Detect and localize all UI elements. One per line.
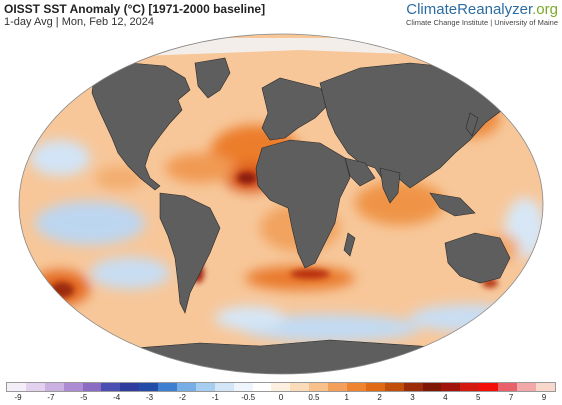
colorbar-swatch xyxy=(101,383,121,391)
sst-anomaly-map xyxy=(18,33,544,375)
colorbar-tick-label: 5 xyxy=(476,393,481,402)
colorbar-swatch xyxy=(403,383,423,391)
colorbar-swatch xyxy=(441,383,461,391)
land-south-america xyxy=(159,192,221,314)
colorbar-swatch xyxy=(365,383,385,391)
page-title: OISST SST Anomaly (°C) [1971-2000 baseli… xyxy=(4,2,266,16)
colorbar-swatch xyxy=(233,383,253,391)
colorbar-swatch xyxy=(384,383,404,391)
colorbar-swatch xyxy=(25,383,45,391)
page-subtitle: 1-day Avg | Mon, Feb 12, 2024 xyxy=(4,16,155,28)
land-madagascar xyxy=(343,232,356,257)
colorbar-swatch xyxy=(158,383,178,391)
land-north-america xyxy=(91,62,191,191)
colorbar-swatch xyxy=(271,383,291,391)
colorbar-swatch xyxy=(120,383,140,391)
brand-name: ClimateReanalyzer.org xyxy=(406,1,558,18)
land-australia xyxy=(444,232,511,284)
colorbar-legend: -9 -7 -5 -4 -3 -2 -1 -0.5 0 0.5 1 2 3 4 5 7 9 xyxy=(6,382,556,404)
colorbar-swatch xyxy=(44,383,64,391)
land-india xyxy=(379,167,401,204)
land-japan xyxy=(465,112,479,137)
land-arabia xyxy=(344,157,376,187)
colorbar-swatch xyxy=(7,383,26,391)
brand-institution: Climate Change Institute | University of… xyxy=(405,18,558,27)
colorbar-tick-label: -1 xyxy=(211,393,219,402)
land-europe xyxy=(261,77,331,141)
colorbar-swatch xyxy=(177,383,196,391)
colorbar-tick-label: 3 xyxy=(410,393,415,402)
colorbar-swatch xyxy=(252,383,272,391)
land-se-asia xyxy=(429,192,476,217)
colorbar-tick-label: -7 xyxy=(47,393,55,402)
colorbar-tick-label: 0.5 xyxy=(308,393,320,402)
colorbar-tick-label: -0.5 xyxy=(241,393,256,402)
colorbar-swatch xyxy=(63,383,83,391)
colorbar xyxy=(6,382,556,392)
colorbar-swatch xyxy=(82,383,102,391)
colorbar-swatch xyxy=(139,383,159,391)
colorbar-tick-label: 9 xyxy=(541,393,547,402)
colorbar-swatch xyxy=(290,383,310,391)
land-new-zealand xyxy=(514,287,529,309)
brand-name-tld: .org xyxy=(532,1,558,18)
colorbar-swatch xyxy=(498,383,518,391)
globe-outline xyxy=(18,33,544,375)
colorbar-tick-label: -9 xyxy=(14,393,22,402)
colorbar-tick-label: 0 xyxy=(278,393,284,402)
brand-logo[interactable]: ClimateReanalyzer.org Climate Change Ins… xyxy=(406,1,558,27)
colorbar-tick-label: 4 xyxy=(443,393,448,402)
colorbar-swatch xyxy=(328,383,348,391)
land-africa xyxy=(255,139,351,269)
brand-name-main: ClimateReanalyzer xyxy=(406,1,533,18)
colorbar-swatch xyxy=(535,383,555,391)
colorbar-swatch xyxy=(347,383,366,391)
colorbar-tick-label: 1 xyxy=(344,393,349,402)
colorbar-swatch xyxy=(309,383,329,391)
colorbar-swatch xyxy=(479,383,499,391)
colorbar-tick-label: -5 xyxy=(80,393,88,402)
colorbar-tick-label: -2 xyxy=(178,393,186,402)
colorbar-swatch xyxy=(214,383,234,391)
colorbar-tick-label: 2 xyxy=(377,393,382,402)
land-greenland xyxy=(194,57,231,99)
colorbar-tick-label: -3 xyxy=(145,393,154,402)
colorbar-swatch xyxy=(517,383,536,391)
colorbar-swatch xyxy=(460,383,480,391)
colorbar-swatch xyxy=(195,383,215,391)
colorbar-tick-label: -4 xyxy=(113,393,121,402)
colorbar-swatch xyxy=(422,383,442,391)
colorbar-tick-label: 7 xyxy=(508,393,514,402)
